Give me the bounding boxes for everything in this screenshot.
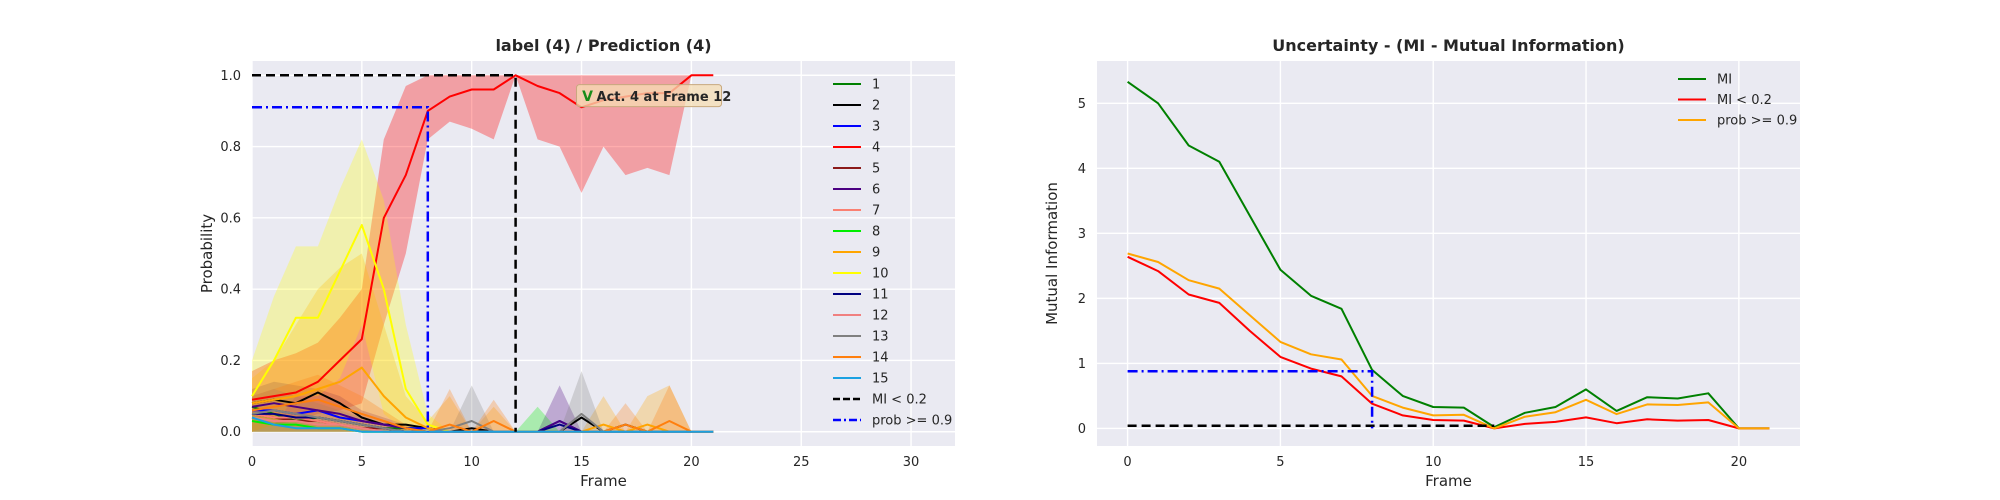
legend-label: prob >= 0.9 xyxy=(872,414,952,429)
x-tick-labels: 0 5 10 15 20 xyxy=(1123,455,1747,470)
legend-label: MI < 0.2 xyxy=(1717,93,1772,108)
y-tick-label: 2 xyxy=(1078,292,1086,307)
legend-label: 5 xyxy=(872,162,880,177)
reference-line-dashdot xyxy=(252,106,430,432)
legend-label: 7 xyxy=(872,204,880,219)
annotation: V Act. 4 at Frame 12 xyxy=(576,84,732,108)
line-series-MI xyxy=(1127,80,1770,430)
band-series-9 xyxy=(252,253,714,432)
legend-label: 13 xyxy=(872,330,889,345)
legend-label: 12 xyxy=(872,309,889,324)
y-tick-label: 0.2 xyxy=(220,354,241,369)
series-lines xyxy=(1127,80,1770,430)
line-series-prob-0-9 xyxy=(1127,252,1770,430)
x-tick-label: 20 xyxy=(683,455,700,470)
legend-label: 2 xyxy=(872,99,880,114)
line-series-14 xyxy=(251,398,714,433)
x-tick-label: 10 xyxy=(463,455,480,470)
x-tick-label: 25 xyxy=(793,455,810,470)
y-tick-label: 1.0 xyxy=(220,69,241,84)
chart-title: Uncertainty - (MI - Mutual Information) xyxy=(1272,36,1624,55)
x-tick-label: 30 xyxy=(903,455,920,470)
legend-label: 1 xyxy=(872,78,880,93)
y-tick-label: 1 xyxy=(1078,357,1086,372)
legend-label: 6 xyxy=(872,183,880,198)
series-lines xyxy=(251,74,714,433)
band-series-14 xyxy=(252,374,714,432)
annotation-box xyxy=(576,84,723,108)
x-axis-label: Frame xyxy=(1425,472,1472,490)
legend-label: 11 xyxy=(872,288,889,303)
x-tick-label: 20 xyxy=(1731,455,1748,470)
annotation-marker: V xyxy=(582,89,593,105)
y-tick-label: 3 xyxy=(1078,227,1086,242)
y-axis-label: Mutual Information xyxy=(1043,182,1061,325)
x-tick-label: 0 xyxy=(1123,455,1131,470)
band-series-4 xyxy=(252,75,714,432)
legend-label: 10 xyxy=(872,267,889,282)
probability-chart: 0 5 10 15 20 25 30 0.00.20.40.60.81.0 label (4… xyxy=(198,36,955,490)
reference-line-dashed xyxy=(252,74,517,432)
x-tick-label: 5 xyxy=(358,455,366,470)
y-tick-label: 0.6 xyxy=(220,211,241,226)
x-tick-label: 15 xyxy=(1578,455,1595,470)
band-series-8 xyxy=(252,406,714,432)
x-tick-label: 0 xyxy=(248,455,256,470)
legend-label: 15 xyxy=(872,372,889,387)
legend-label: 4 xyxy=(872,141,880,156)
y-tick-label: 4 xyxy=(1078,162,1086,177)
y-tick-labels: 0.0 0.2 0.4 0.6 0.8 1.0 xyxy=(220,69,241,440)
reference-line-dashdot xyxy=(1127,369,1374,429)
legend-label: 9 xyxy=(872,246,880,261)
band-series-10 xyxy=(252,139,714,432)
legend-label: 3 xyxy=(872,120,880,135)
annotation-text: Act. 4 at Frame 12 xyxy=(597,90,732,105)
y-axis-label: Probability xyxy=(198,214,216,293)
reference-lines xyxy=(252,74,517,432)
legend-label: MI < 0.2 xyxy=(872,393,927,408)
legend-label: 14 xyxy=(872,351,889,366)
legend-label: 8 xyxy=(872,225,880,240)
y-tick-label: 0.0 xyxy=(220,425,241,440)
grid xyxy=(1097,61,1800,446)
legend-label: prob >= 0.9 xyxy=(1717,114,1797,129)
x-tick-labels: 0 5 10 15 20 25 30 xyxy=(248,455,919,470)
x-tick-label: 15 xyxy=(573,455,590,470)
plot-area xyxy=(1097,61,1800,446)
reference-lines xyxy=(1127,369,1495,429)
line-series-MI-0-2 xyxy=(1127,255,1770,430)
y-tick-label: 5 xyxy=(1078,97,1086,112)
x-axis-label: Frame xyxy=(580,472,627,490)
y-tick-label: 0.4 xyxy=(220,283,241,298)
chart-title: label (4) / Prediction (4) xyxy=(495,36,711,55)
x-tick-label: 5 xyxy=(1276,455,1284,470)
x-tick-label: 10 xyxy=(1425,455,1442,470)
y-tick-labels: 0 1 2 3 4 5 xyxy=(1078,97,1086,437)
legend-label: MI xyxy=(1717,73,1732,88)
y-tick-label: 0 xyxy=(1078,422,1086,437)
band-series-13 xyxy=(252,371,714,432)
line-series-15 xyxy=(251,416,714,433)
legend: MI MI < 0.2 prob >= 0.9 xyxy=(1678,73,1797,129)
mutual-information-chart: 0 5 10 15 20 0 1 2 3 4 5 Uncertainty - (MI - Mutu… xyxy=(1043,36,1800,490)
y-tick-label: 0.8 xyxy=(220,140,241,155)
